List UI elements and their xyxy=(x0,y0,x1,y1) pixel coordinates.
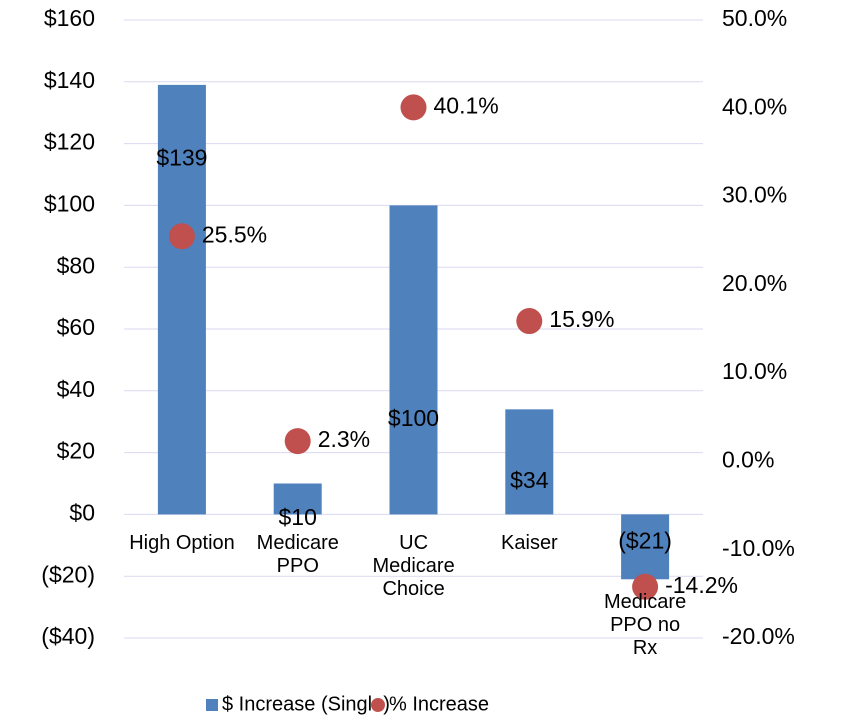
legend-swatch xyxy=(206,699,218,711)
y-tick-label: $40 xyxy=(57,376,95,402)
y-tick-label: $80 xyxy=(57,252,95,278)
bar xyxy=(157,84,206,515)
data-label: $100 xyxy=(388,405,439,431)
y2-tick-label: 20.0% xyxy=(722,270,787,296)
y-tick-label: ($40) xyxy=(41,623,95,649)
x-tick-label: UC Medicare Choice xyxy=(372,532,455,601)
data-label: 15.9% xyxy=(549,306,614,332)
bar xyxy=(621,514,670,580)
point xyxy=(400,94,427,121)
data-label: -14.2% xyxy=(665,572,738,598)
y-tick-label: $160 xyxy=(44,5,95,31)
legend-swatch xyxy=(371,698,385,712)
x-tick-label: Medicare PPO xyxy=(256,532,339,578)
bar xyxy=(389,205,438,515)
x-tick-label: Kaiser xyxy=(501,532,558,555)
y-tick-label: $140 xyxy=(44,67,95,93)
y2-tick-label: 10.0% xyxy=(722,358,787,384)
point xyxy=(516,308,543,335)
y-tick-label: $60 xyxy=(57,314,95,340)
data-label: 25.5% xyxy=(202,221,267,247)
y-tick-label: $100 xyxy=(44,190,95,216)
legend-label: $ Increase (Single) xyxy=(222,693,390,715)
data-label: $10 xyxy=(279,504,317,530)
point xyxy=(168,223,195,250)
y-tick-label: ($20) xyxy=(41,561,95,587)
y2-tick-label: -10.0% xyxy=(722,535,795,561)
y-tick-label: $0 xyxy=(69,499,95,525)
legend-label: % Increase xyxy=(389,693,489,715)
data-label: 40.1% xyxy=(434,92,499,118)
data-label: ($21) xyxy=(618,527,672,553)
bar xyxy=(273,483,322,515)
y2-tick-label: 40.0% xyxy=(722,93,787,119)
y2-tick-label: 50.0% xyxy=(722,5,787,31)
x-tick-label: High Option xyxy=(129,532,235,555)
data-label: $139 xyxy=(156,145,207,171)
point xyxy=(632,573,659,600)
bar xyxy=(505,409,554,515)
y2-tick-label: -20.0% xyxy=(722,623,795,649)
x-tick-label: Medicare PPO no Rx xyxy=(603,591,687,660)
y2-tick-label: 0.0% xyxy=(722,447,774,473)
data-label: 2.3% xyxy=(318,426,370,452)
y2-tick-label: 30.0% xyxy=(722,182,787,208)
point xyxy=(284,428,311,455)
y-tick-label: $120 xyxy=(44,129,95,155)
data-label: $34 xyxy=(510,467,549,493)
y-tick-label: $20 xyxy=(57,438,95,464)
